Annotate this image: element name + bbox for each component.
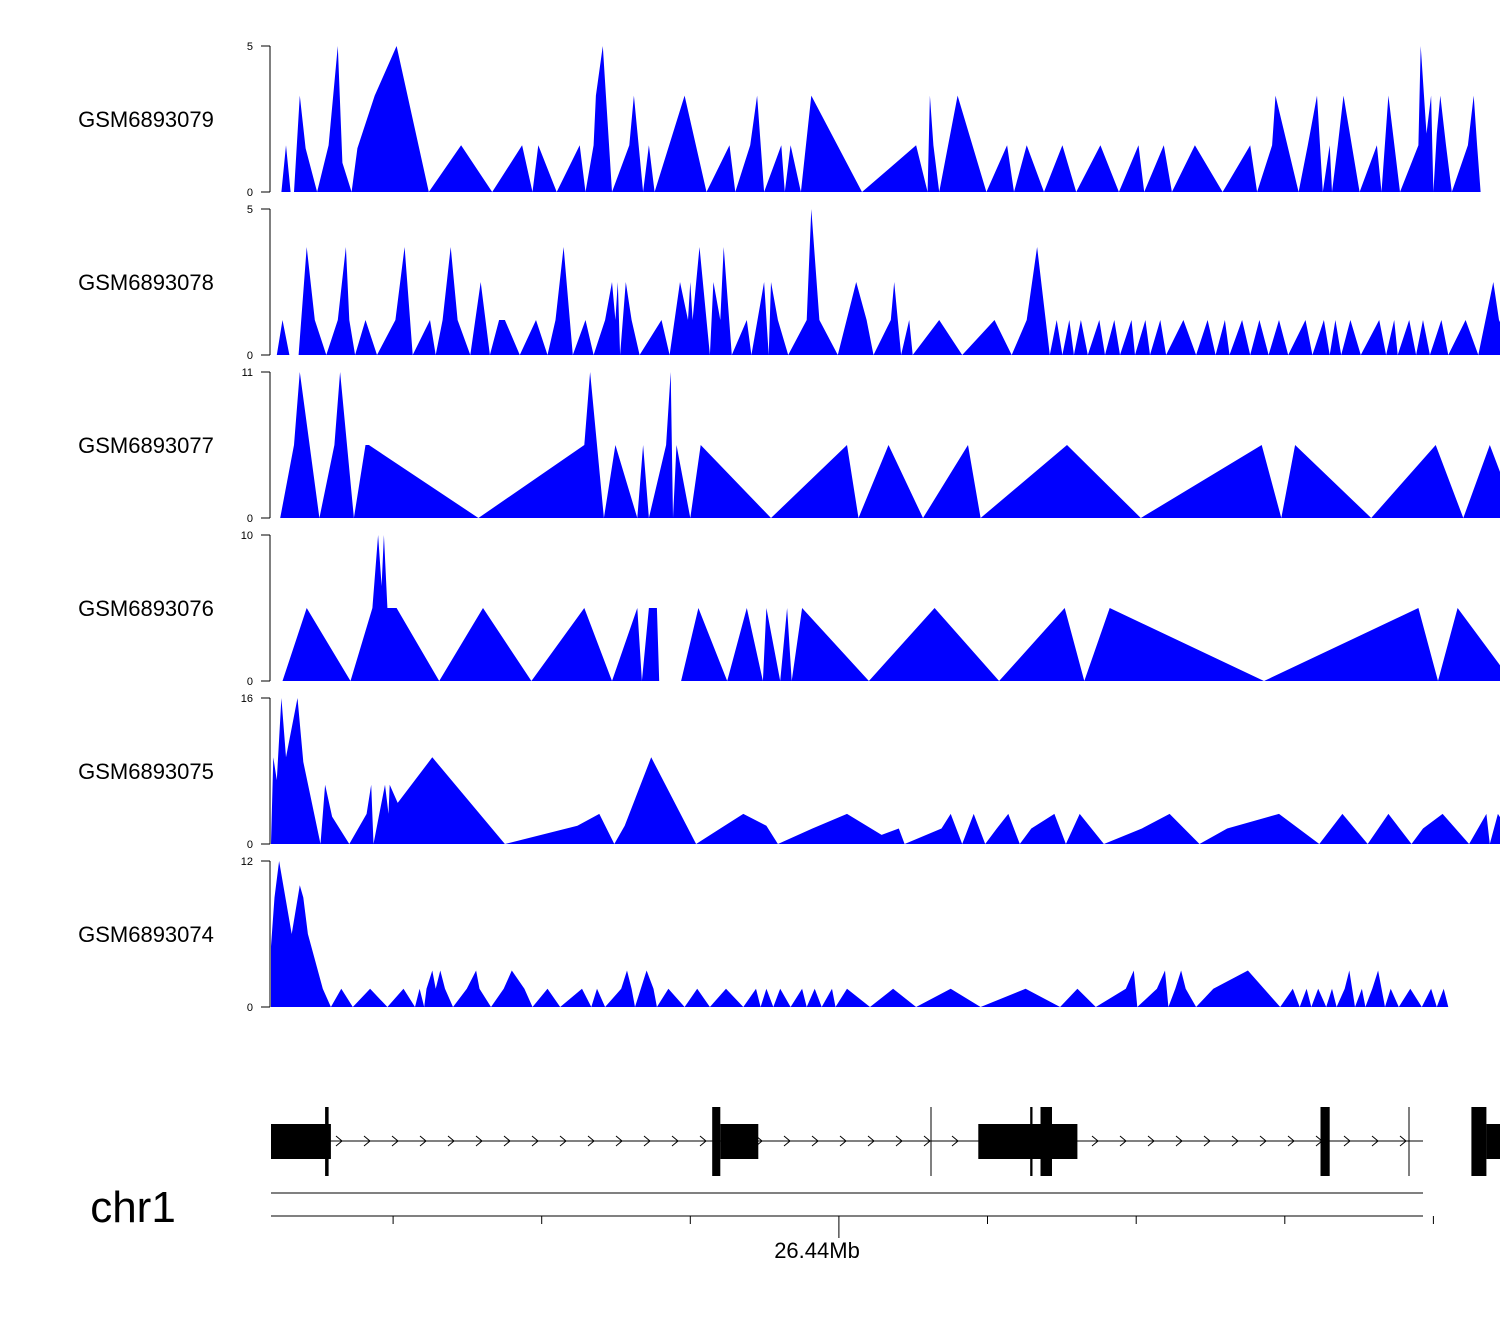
strand-arrow: [783, 1135, 791, 1147]
strand-arrow: [1259, 1135, 1267, 1147]
strand-arrow: [475, 1135, 483, 1147]
genome-axis: chr1 26.44Mb: [90, 1183, 1434, 1263]
coverage-area: [271, 861, 1449, 1007]
strand-arrow: [951, 1135, 959, 1147]
y-tick-label: 0: [247, 513, 253, 525]
strand-arrow: [1175, 1135, 1183, 1147]
strand-arrow: [1287, 1135, 1295, 1147]
strand-arrow: [419, 1135, 427, 1147]
y-tick-label: 11: [242, 367, 253, 379]
track-GSM6893079: GSM6893079 5 0: [78, 41, 1481, 199]
track-GSM6893078: GSM6893078 5 0: [78, 204, 1500, 362]
track-GSM6893074: GSM6893074 12 0: [78, 856, 1449, 1014]
strand-arrow: [363, 1135, 371, 1147]
chromosome-label: chr1: [90, 1183, 176, 1232]
exon: [978, 1124, 1078, 1159]
y-tick-label: 5: [247, 41, 253, 53]
strand-arrow: [1203, 1135, 1211, 1147]
strand-arrow: [615, 1135, 623, 1147]
coverage-area: [271, 209, 1500, 355]
track-label: GSM6893076: [78, 596, 214, 621]
track-GSM6893077: GSM6893077 11 0: [78, 367, 1500, 525]
gene-model-track: [271, 1107, 1500, 1176]
coverage-tracks: GSM689307950GSM689307850GSM6893077110GSM…: [78, 41, 1500, 1014]
y-tick-label: 0: [247, 839, 253, 851]
strand-arrow: [1147, 1135, 1155, 1147]
strand-arrow: [839, 1135, 847, 1147]
exon: [1471, 1107, 1487, 1176]
y-tick-label: 10: [241, 530, 253, 542]
track-label: GSM6893077: [78, 433, 214, 458]
strand-arrow: [867, 1135, 875, 1147]
exon: [1030, 1107, 1033, 1176]
strand-arrow: [1399, 1135, 1407, 1147]
strand-arrow: [671, 1135, 679, 1147]
strand-arrow: [1343, 1135, 1351, 1147]
strand-arrow: [1371, 1135, 1379, 1147]
strand-arrow: [447, 1135, 455, 1147]
strand-arrow: [587, 1135, 595, 1147]
track-label: GSM6893079: [78, 107, 214, 132]
strand-arrow: [1119, 1135, 1127, 1147]
exon: [325, 1107, 329, 1176]
coverage-area: [282, 535, 1500, 681]
y-tick-label: 0: [247, 187, 253, 199]
exon: [1040, 1107, 1052, 1176]
y-tick-label: 0: [247, 350, 253, 362]
exon: [271, 1124, 331, 1159]
track-GSM6893076: GSM6893076 10 0: [78, 530, 1500, 688]
strand-arrow: [531, 1135, 539, 1147]
strand-arrow: [1091, 1135, 1099, 1147]
y-tick-label: 16: [241, 693, 253, 705]
strand-arrow: [1231, 1135, 1239, 1147]
y-tick-label: 0: [247, 676, 253, 688]
track-label: GSM6893075: [78, 759, 214, 784]
strand-arrow: [559, 1135, 567, 1147]
y-tick-label: 0: [247, 1002, 253, 1014]
coverage-area: [271, 46, 1481, 192]
y-tick-label: 5: [247, 204, 253, 216]
strand-arrow: [391, 1135, 399, 1147]
track-GSM6893075: GSM6893075 16 0: [78, 693, 1500, 851]
exon: [1320, 1107, 1330, 1176]
exon: [720, 1124, 759, 1159]
strand-arrow: [923, 1135, 931, 1147]
y-tick-label: 12: [241, 856, 253, 868]
strand-arrow: [503, 1135, 511, 1147]
strand-arrow: [335, 1135, 343, 1147]
strand-arrow: [811, 1135, 819, 1147]
track-label: GSM6893074: [78, 922, 214, 947]
strand-arrow: [699, 1135, 707, 1147]
strand-arrow: [643, 1135, 651, 1147]
coverage-area: [271, 698, 1500, 844]
track-label: GSM6893078: [78, 270, 214, 295]
position-label: 26.44Mb: [774, 1238, 860, 1263]
exon: [1486, 1124, 1500, 1159]
exon: [712, 1107, 721, 1176]
strand-arrow: [895, 1135, 903, 1147]
coverage-area: [280, 372, 1500, 518]
